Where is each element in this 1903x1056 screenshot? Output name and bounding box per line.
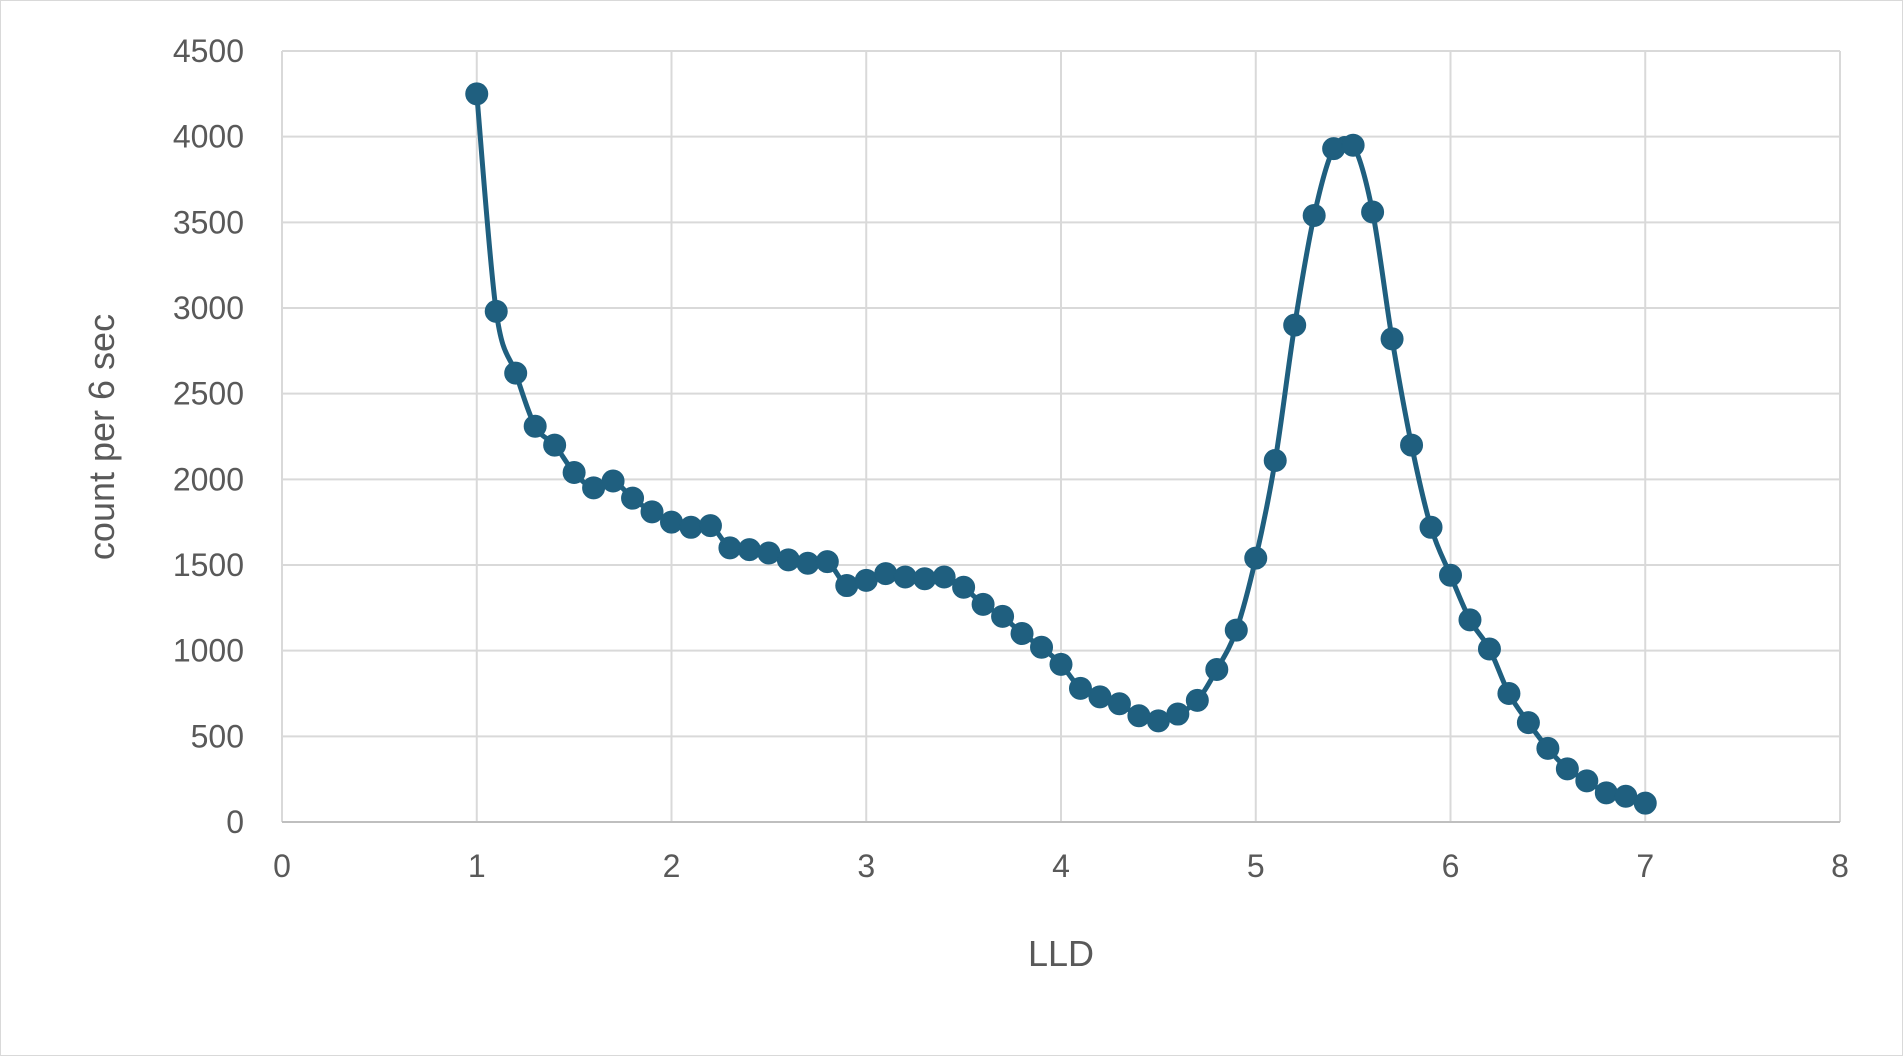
data-point	[854, 568, 878, 592]
x-tick-label: 1	[468, 848, 486, 884]
y-tick-label: 4000	[173, 119, 244, 155]
y-tick-label: 500	[191, 718, 244, 754]
y-tick-label: 3500	[173, 204, 244, 240]
data-point	[1068, 676, 1092, 700]
data-point	[1049, 652, 1073, 676]
x-tick-label: 2	[663, 848, 681, 884]
y-tick-label: 4500	[173, 33, 244, 69]
data-point	[543, 433, 567, 457]
data-point	[1400, 433, 1424, 457]
data-point	[737, 538, 761, 562]
data-point	[504, 361, 528, 385]
data-point	[1166, 702, 1190, 726]
data-point	[679, 515, 703, 539]
data-point	[1477, 637, 1501, 661]
data-point	[660, 510, 683, 534]
data-point	[835, 574, 859, 598]
data-point	[1283, 313, 1307, 337]
data-point	[776, 548, 800, 572]
data-point	[601, 469, 625, 493]
data-point	[1555, 757, 1579, 781]
data-point	[1633, 791, 1657, 815]
y-axis-tick-labels: 0 500 1000 1500 2000 2500 3000 3500 4000 4500	[173, 33, 244, 840]
gridlines	[281, 50, 1841, 822]
data-point	[1205, 658, 1229, 682]
y-tick-label: 3000	[173, 290, 244, 326]
data-point	[698, 514, 722, 538]
data-point	[815, 550, 839, 574]
data-point	[1458, 608, 1482, 632]
x-tick-label: 7	[1636, 848, 1654, 884]
data-point	[952, 575, 976, 599]
x-axis-title: LLD	[1028, 933, 1094, 974]
x-tick-label: 8	[1831, 848, 1849, 884]
data-point	[718, 536, 742, 560]
y-tick-label: 2000	[173, 461, 244, 497]
data-point	[621, 486, 645, 510]
y-tick-label: 1500	[173, 547, 244, 583]
data-point	[1244, 546, 1268, 570]
data-point	[1516, 711, 1540, 735]
data-point	[893, 565, 917, 589]
data-point	[757, 541, 781, 565]
y-tick-label: 1000	[173, 633, 244, 669]
data-point	[1146, 709, 1170, 733]
x-axis-tick-labels: 0 1 2 3 4 5 6 7 8	[273, 848, 1849, 884]
data-point	[562, 460, 586, 484]
x-tick-label: 0	[273, 848, 291, 884]
data-point	[1536, 736, 1560, 760]
data-point	[1185, 688, 1209, 712]
data-point	[523, 414, 547, 438]
data-point	[1088, 685, 1112, 709]
data-point	[1341, 133, 1365, 157]
data-point	[465, 82, 489, 106]
data-point	[1614, 784, 1638, 808]
data-point	[1010, 622, 1034, 646]
data-point	[1575, 769, 1599, 793]
data-point	[1419, 515, 1443, 539]
data-point	[1127, 704, 1151, 728]
data-points	[465, 82, 1657, 815]
data-point	[1497, 682, 1521, 705]
x-tick-label: 6	[1442, 848, 1460, 884]
x-tick-label: 4	[1052, 848, 1070, 884]
data-point	[1380, 327, 1404, 351]
x-tick-label: 5	[1247, 848, 1265, 884]
data-point	[582, 476, 606, 500]
data-point	[1030, 635, 1054, 659]
data-point	[1322, 137, 1346, 161]
x-tick-label: 3	[857, 848, 875, 884]
data-point	[1439, 563, 1462, 587]
data-point	[932, 565, 956, 589]
data-point	[1302, 203, 1326, 227]
y-tick-label: 0	[226, 804, 244, 840]
data-point	[1224, 618, 1248, 642]
data-point	[1263, 448, 1287, 472]
data-point	[991, 604, 1015, 628]
y-axis-title: count per 6 sec	[81, 314, 122, 560]
data-point	[1107, 692, 1131, 716]
data-point	[484, 299, 508, 323]
data-point	[796, 551, 820, 575]
data-point	[913, 567, 937, 591]
y-tick-label: 2500	[173, 376, 244, 412]
data-point	[1361, 200, 1385, 224]
data-point	[971, 592, 995, 616]
data-point	[1594, 781, 1618, 805]
data-point	[874, 562, 898, 586]
data-point	[640, 500, 664, 524]
